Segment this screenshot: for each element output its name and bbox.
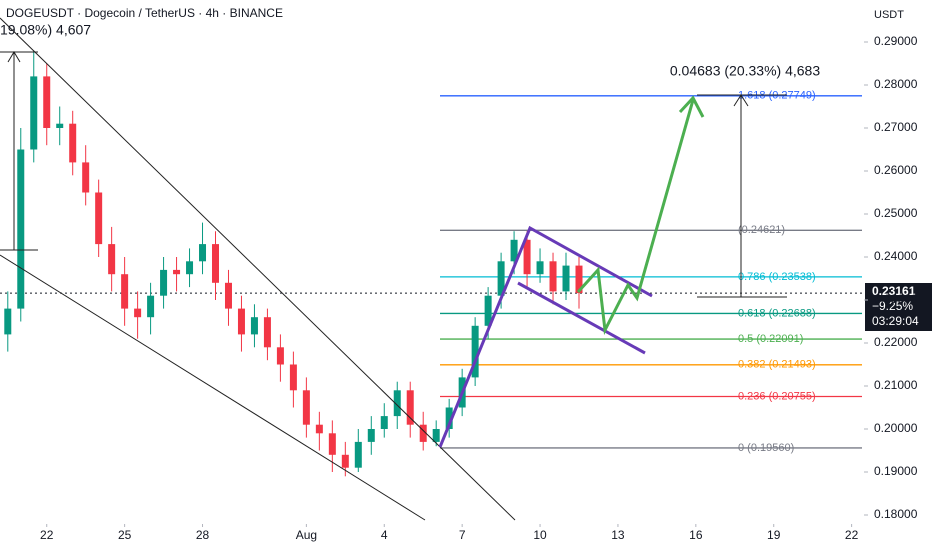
projection-path — [576, 99, 695, 336]
candle-body — [134, 308, 142, 318]
candle-body — [471, 325, 479, 378]
channel-upper — [0, 17, 516, 521]
candle-body — [367, 429, 375, 442]
candle-body — [380, 416, 388, 429]
candle-body — [445, 407, 453, 429]
y-tick-label: 0.19000 — [874, 464, 918, 478]
measure-right-arrow — [733, 94, 749, 107]
y-tick-label: 0.27000 — [874, 120, 918, 134]
fib-label: 1.618 (0.27749) — [738, 90, 816, 102]
currency-label: USDT — [874, 9, 904, 21]
y-tick-label: 0.22000 — [874, 335, 918, 349]
candle-body — [121, 274, 129, 309]
y-tick-label: 0.18000 — [874, 507, 918, 521]
x-tick-label: 16 — [689, 528, 703, 542]
fib-label: 0.382 (0.21493) — [738, 359, 816, 371]
candle-body — [173, 269, 181, 275]
candle-body — [160, 269, 168, 296]
flag-upper — [438, 225, 653, 448]
candle-body — [510, 239, 518, 262]
candle-body — [432, 429, 440, 442]
drawings — [0, 17, 787, 521]
candle-body — [302, 390, 310, 425]
candle-body — [354, 441, 362, 468]
y-tick-label: 0.29000 — [874, 34, 918, 48]
candle-body — [484, 295, 492, 326]
candle-body — [393, 390, 401, 417]
price-axis — [864, 0, 932, 550]
candle-body — [17, 149, 25, 309]
chart-title: DOGEUSDT · Dogecoin / TetherUS · 4h · BI… — [6, 6, 283, 20]
x-tick-label: 13 — [611, 528, 625, 542]
last-price: 0.23161 — [872, 284, 916, 298]
candle-body — [263, 317, 271, 348]
candle-body — [341, 454, 349, 468]
candle-body — [30, 76, 38, 150]
channel-lower — [0, 254, 426, 521]
candle-body — [406, 390, 414, 425]
x-tick-label: 25 — [118, 528, 132, 542]
flag-lower — [517, 281, 646, 355]
x-tick-label: 28 — [196, 528, 210, 542]
y-tick-label: 0.26000 — [874, 163, 918, 177]
candle-body — [497, 261, 505, 296]
candle-body — [69, 123, 77, 163]
plot-area: 1.618 (0.27749) (0.24621) 0.786 (0.23538) 0… — [0, 50, 862, 477]
candle-body — [4, 308, 12, 335]
candle-body — [575, 265, 583, 294]
candle-body — [95, 192, 103, 245]
y-tick-label: 0.24000 — [874, 249, 918, 263]
x-tick-label: 22 — [845, 528, 859, 542]
fib-label: 0 (0.19560) — [738, 442, 794, 454]
x-tick-label: Aug — [296, 528, 317, 542]
measure-label: 0.04683 (20.33%) 4,683 — [670, 63, 820, 79]
candle-body — [276, 347, 284, 365]
y-tick-label: 0.21000 — [874, 378, 918, 392]
fib-label: (0.24621) — [738, 224, 785, 236]
fib-label: 0.5 (0.22091) — [738, 333, 803, 345]
candle-body — [562, 265, 570, 292]
candle-body — [237, 308, 245, 335]
candle-body — [82, 162, 90, 193]
candle-body — [419, 424, 427, 442]
y-tick-label: 0.23000 — [874, 292, 918, 306]
y-tick-label: 0.20000 — [874, 421, 918, 435]
y-tick-label: 0.28000 — [874, 77, 918, 91]
candle-body — [186, 261, 194, 275]
fib-label: 0.618 (0.22688) — [738, 307, 816, 319]
x-tick-label: 10 — [533, 528, 547, 542]
x-tick-label: 22 — [40, 528, 54, 542]
candle-body — [108, 244, 116, 275]
fib-label: 0.786 (0.23538) — [738, 271, 816, 283]
candle-body — [224, 282, 232, 309]
candle-body — [43, 76, 51, 128]
candle-body — [147, 295, 155, 318]
y-tick-label: 0.25000 — [874, 206, 918, 220]
candle-body — [536, 261, 544, 275]
x-tick-label: 4 — [381, 528, 388, 542]
chart-subtitle: 19.08%) 4,607 — [0, 22, 91, 38]
candle-body — [289, 364, 297, 391]
projection-arrow — [678, 95, 705, 118]
countdown: 03:29:04 — [872, 314, 919, 328]
last-change: −9.25% — [872, 299, 913, 313]
last-price-box — [865, 283, 932, 331]
candle-body — [199, 244, 207, 262]
fib-label: 0.236 (0.20755) — [738, 390, 816, 402]
candle-body — [315, 424, 323, 434]
measure-left-arrow — [7, 51, 21, 63]
candle-body — [523, 239, 531, 275]
candle-body — [56, 123, 64, 128]
x-tick-label: 7 — [459, 528, 466, 542]
x-tick-label: 19 — [767, 528, 781, 542]
candle-body — [549, 261, 557, 292]
candle-body — [250, 317, 258, 335]
candle-body — [328, 433, 336, 455]
candle-body — [212, 244, 219, 283]
